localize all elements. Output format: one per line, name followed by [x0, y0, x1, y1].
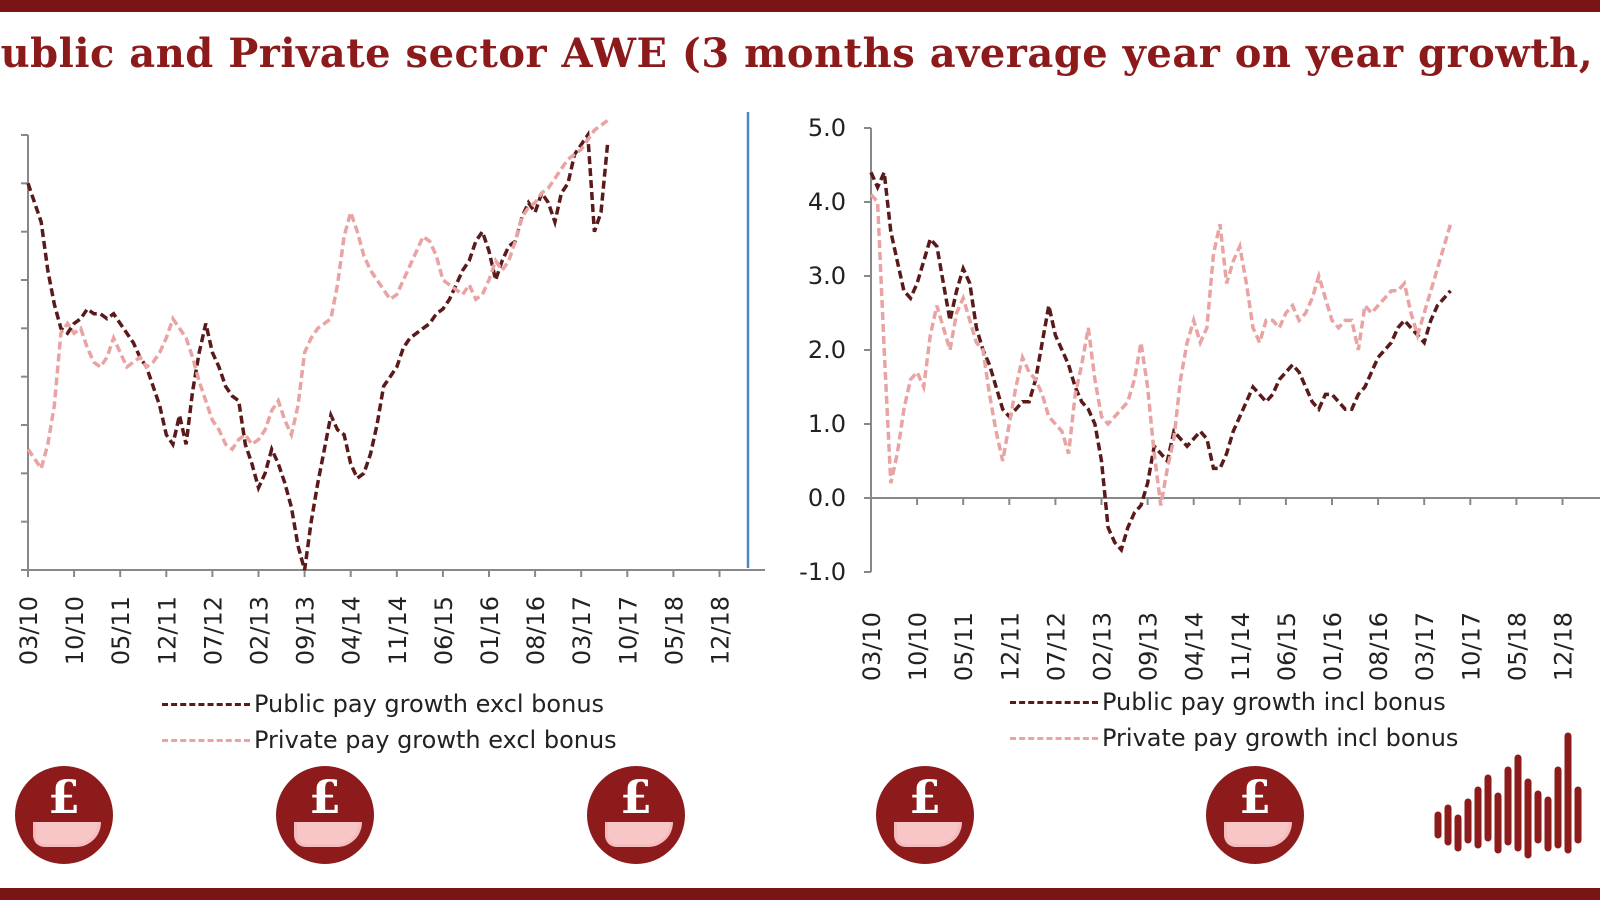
x-tick-label: 12/11 — [996, 612, 1024, 681]
pound-hand-icon: £ — [1206, 766, 1304, 864]
x-tick-label: 05/11 — [107, 596, 135, 665]
x-tick-label: 03/10 — [858, 612, 886, 681]
legend-swatch-private-excl — [162, 738, 250, 742]
soundwave-icon — [1434, 732, 1582, 859]
legend-swatch-private-incl — [1010, 736, 1098, 740]
x-tick-label: 10/17 — [614, 596, 642, 665]
x-tick-label: 03/17 — [1411, 612, 1439, 681]
x-tick-label: 02/13 — [246, 596, 274, 665]
legend-left: Public pay growth excl bonus Private pay… — [162, 686, 617, 758]
legend-label-public-excl: Public pay growth excl bonus — [254, 690, 605, 718]
x-tick-label: 03/17 — [568, 596, 596, 665]
legend-swatch-public-excl — [162, 702, 250, 706]
y-tick-label: 4.0 — [808, 188, 846, 216]
y-tick-label: 2.0 — [808, 336, 846, 364]
x-tick-label: 04/14 — [338, 596, 366, 665]
pound-hand-icon: £ — [587, 766, 685, 864]
x-tick-label: 10/17 — [1457, 612, 1485, 681]
legend-label-private-incl: Private pay growth incl bonus — [1102, 724, 1459, 752]
x-tick-label: 01/16 — [476, 596, 504, 665]
x-tick-label: 10/10 — [61, 596, 89, 665]
top-border — [0, 0, 1600, 12]
x-tick-label: 12/11 — [153, 596, 181, 665]
pound-hand-icon: £ — [876, 766, 974, 864]
legend-label-public-incl: Public pay growth incl bonus — [1102, 688, 1446, 716]
y-tick-label: 3.0 — [808, 262, 846, 290]
x-tick-label: 12/18 — [1550, 612, 1578, 681]
legend-item-private-excl: Private pay growth excl bonus — [162, 722, 617, 758]
y-tick-label: 5.0 — [808, 114, 846, 142]
legend-item-public-incl: Public pay growth incl bonus — [1010, 684, 1458, 720]
y-tick-label: 0.0 — [808, 484, 846, 512]
x-tick-label: 06/15 — [1273, 612, 1301, 681]
x-tick-label: 03/10 — [15, 596, 43, 665]
x-tick-label: 08/16 — [1365, 612, 1393, 681]
x-tick-label: 07/12 — [1042, 612, 1070, 681]
legend-swatch-public-incl — [1010, 700, 1098, 704]
series-line-private-0 — [26, 119, 609, 473]
pound-hand-icon: £ — [15, 766, 113, 864]
series-line-private-1 — [869, 193, 1453, 506]
x-tick-label: 01/16 — [1319, 612, 1347, 681]
x-tick-label: 09/13 — [292, 596, 320, 665]
legend-right: Public pay growth incl bonus Private pay… — [1010, 684, 1458, 756]
x-tick-label: 04/14 — [1181, 612, 1209, 681]
x-tick-label: 08/16 — [522, 596, 550, 665]
legend-label-private-excl: Private pay growth excl bonus — [254, 726, 617, 754]
x-tick-label: 05/18 — [660, 596, 688, 665]
series-line-public-0 — [26, 129, 610, 571]
bottom-border — [0, 888, 1600, 900]
pound-hand-icon: £ — [276, 766, 374, 864]
x-tick-label: 10/10 — [904, 612, 932, 681]
legend-item-private-incl: Private pay growth incl bonus — [1010, 720, 1458, 756]
chart-title-text: Public and Private sector AWE (3 months … — [0, 30, 1600, 77]
x-tick-label: 12/18 — [707, 596, 735, 665]
x-tick-label: 11/14 — [1227, 612, 1255, 681]
chart-title: Public and Private sector AWE (3 months … — [0, 30, 1600, 90]
x-tick-label: 07/12 — [199, 596, 227, 665]
series-line-public-1 — [869, 165, 1452, 554]
x-tick-label: 05/11 — [950, 612, 978, 681]
legend-item-public-excl: Public pay growth excl bonus — [162, 686, 617, 722]
y-tick-label: 1.0 — [808, 410, 846, 438]
x-tick-label: 05/18 — [1503, 612, 1531, 681]
x-tick-label: 09/13 — [1135, 612, 1163, 681]
x-tick-label: 06/15 — [430, 596, 458, 665]
x-tick-label: 11/14 — [384, 596, 412, 665]
y-tick-label: -1.0 — [799, 558, 846, 586]
x-tick-label: 02/13 — [1089, 612, 1117, 681]
